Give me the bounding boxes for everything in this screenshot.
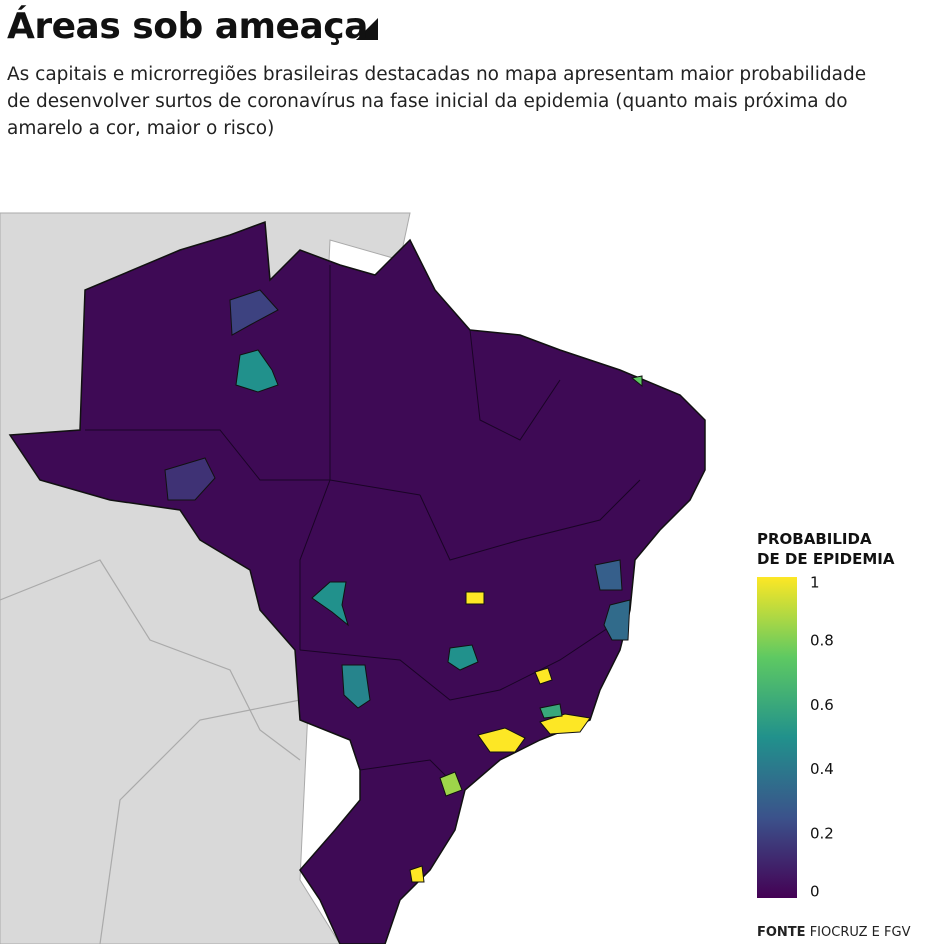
border-lines <box>99 699 301 944</box>
colorbar-tick-label: 0.4 <box>810 760 834 778</box>
colorbar-tick-label: 1 <box>810 574 820 592</box>
region <box>229 289 279 336</box>
source-text: FIOCRUZ E FGV <box>809 925 911 940</box>
legend-title: PROBABILIDA <box>757 530 872 548</box>
state-borders <box>85 265 641 791</box>
brazil <box>8 220 706 944</box>
region <box>539 703 563 719</box>
source: FONTE FIOCRUZ E FGV <box>757 925 910 940</box>
region <box>477 727 526 753</box>
region <box>630 375 643 388</box>
title-icon <box>356 18 378 40</box>
region <box>594 559 623 591</box>
region <box>465 591 485 605</box>
title: Áreas sob ameaça <box>7 6 368 47</box>
region <box>164 457 216 501</box>
colorbar-tick-label: 0 <box>810 883 820 901</box>
region <box>311 581 349 627</box>
border-lines <box>0 559 301 761</box>
source-label: FONTE <box>757 925 806 940</box>
colorbar <box>757 577 797 898</box>
region <box>447 644 479 671</box>
region <box>341 664 371 709</box>
colorbar-tick-label: 0.6 <box>810 696 834 714</box>
colorbar-tick-label: 0.2 <box>810 824 834 842</box>
region <box>603 599 631 641</box>
subtitle: As capitais e microrregiões brasileiras … <box>7 64 867 139</box>
region <box>534 667 553 685</box>
region <box>439 771 463 797</box>
colorbar-tick-label: 0.8 <box>810 632 834 650</box>
region <box>235 349 279 393</box>
region <box>409 865 425 883</box>
legend-title: DE DE EPIDEMIA <box>757 550 895 568</box>
